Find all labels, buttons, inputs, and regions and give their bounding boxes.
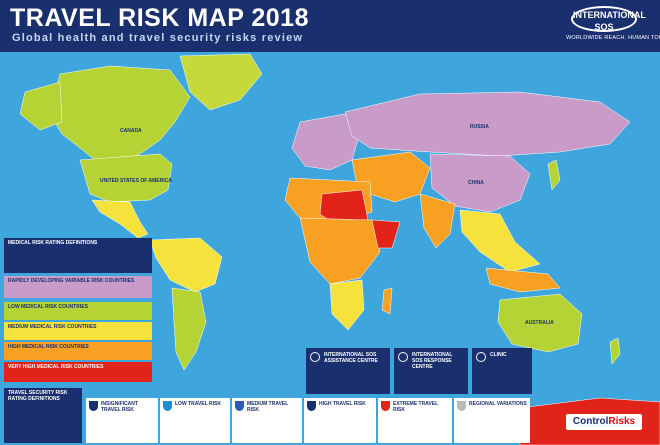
shield-icon	[381, 401, 390, 411]
page-subtitle: Global health and travel security risks …	[12, 32, 304, 44]
partner-part1: Control	[572, 416, 609, 427]
shield-icon	[235, 401, 244, 411]
info-assistance-centre: INTERNATIONAL SOS ASSISTANCE CENTRE	[306, 348, 390, 394]
horn-of-africa	[371, 219, 401, 249]
legend-variable: RAPIDLY DEVELOPING VARIABLE RISK COUNTRI…	[4, 276, 152, 298]
logo-name: INTERNATIONAL SOS	[571, 6, 646, 32]
alaska	[19, 81, 63, 131]
international-sos-logo: INTERNATIONAL SOS WORLDWIDE REACH. HUMAN…	[566, 6, 660, 48]
usa	[79, 153, 173, 203]
partner-part2: Risks	[608, 416, 636, 427]
legend-variable-title: RAPIDLY DEVELOPING VARIABLE RISK COUNTRI…	[8, 278, 135, 284]
new-zealand	[609, 337, 621, 365]
south-america-south	[171, 287, 207, 371]
security-insignificant: INSIGNIFICANT TRAVEL RISK	[86, 398, 158, 443]
globe-icon	[398, 352, 408, 362]
legend-low-title: LOW MEDICAL RISK COUNTRIES	[8, 304, 88, 310]
southeast-asia	[459, 209, 541, 273]
shield-icon	[307, 401, 316, 411]
security-insignificant-label: INSIGNIFICANT TRAVEL RISK	[101, 401, 138, 413]
india	[419, 193, 456, 249]
legend-security-definitions: TRAVEL SECURITY RISK RATING DEFINITIONS	[4, 388, 82, 443]
indonesia	[485, 267, 561, 293]
australia	[497, 293, 583, 353]
clinic-icon	[476, 352, 486, 362]
security-extreme-label: EXTREME TRAVEL RISK	[393, 401, 439, 413]
south-america-north	[149, 237, 223, 293]
canada	[49, 65, 191, 163]
legend-security-definitions-title: TRAVEL SECURITY RISK RATING DEFINITIONS	[8, 390, 68, 402]
label-china: CHINA	[468, 180, 484, 186]
shield-icon	[89, 401, 98, 411]
label-russia: RUSSIA	[470, 124, 489, 130]
info-assistance-centre-title: INTERNATIONAL SOS ASSISTANCE CENTRE	[324, 352, 378, 364]
madagascar	[381, 287, 393, 315]
security-high-label: HIGH TRAVEL RISK	[319, 401, 366, 407]
logo-tagline: WORLDWIDE REACH. HUMAN TOUCH.	[566, 35, 660, 41]
info-response-centre-title: INTERNATIONAL SOS RESPONSE CENTRE	[412, 352, 453, 370]
label-canada: CANADA	[120, 128, 142, 134]
info-clinic: CLINIC	[472, 348, 532, 394]
greenland	[179, 53, 263, 111]
info-response-centre: INTERNATIONAL SOS RESPONSE CENTRE	[394, 348, 468, 394]
security-medium-label: MEDIUM TRAVEL RISK	[247, 401, 289, 413]
southern-africa	[329, 279, 365, 331]
legend-medical-definitions-title: MEDICAL RISK RATING DEFINITIONS	[8, 240, 98, 246]
control-risks-logo: ControlRisks	[566, 414, 642, 430]
japan	[547, 159, 561, 191]
info-clinic-title: CLINIC	[490, 352, 507, 358]
legend-high-title: HIGH MEDICAL RISK COUNTRIES	[8, 344, 89, 350]
legend-medical-definitions: MEDICAL RISK RATING DEFINITIONS	[4, 238, 152, 273]
legend-high: HIGH MEDICAL RISK COUNTRIES	[4, 342, 152, 360]
security-low: LOW TRAVEL RISK	[160, 398, 230, 443]
label-usa: UNITED STATES OF AMERICA	[100, 178, 172, 184]
legend-very-high: VERY HIGH MEDICAL RISK COUNTRIES	[4, 362, 152, 382]
china	[429, 153, 531, 213]
security-high: HIGH TRAVEL RISK	[304, 398, 376, 443]
legend-low: LOW MEDICAL RISK COUNTRIES	[4, 302, 152, 320]
mexico	[91, 199, 149, 239]
security-regional-label: REGIONAL VARIATIONS	[469, 401, 527, 407]
legend-medium-title: MEDIUM MEDICAL RISK COUNTRIES	[8, 324, 97, 330]
shield-icon	[457, 401, 466, 411]
legend-very-high-title: VERY HIGH MEDICAL RISK COUNTRIES	[8, 364, 104, 370]
security-medium: MEDIUM TRAVEL RISK	[232, 398, 302, 443]
page-title: TRAVEL RISK MAP 2018	[10, 4, 309, 32]
security-extreme: EXTREME TRAVEL RISK	[378, 398, 452, 443]
phone-icon	[310, 352, 320, 362]
label-australia: AUSTRALIA	[525, 320, 554, 326]
legend-medium: MEDIUM MEDICAL RISK COUNTRIES	[4, 322, 152, 340]
header-banner: TRAVEL RISK MAP 2018 Global health and t…	[0, 0, 660, 52]
security-low-label: LOW TRAVEL RISK	[175, 401, 221, 407]
russia	[344, 91, 631, 157]
security-regional: REGIONAL VARIATIONS	[454, 398, 530, 443]
shield-icon	[163, 401, 172, 411]
